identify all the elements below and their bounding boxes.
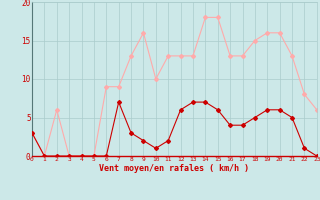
X-axis label: Vent moyen/en rafales ( km/h ): Vent moyen/en rafales ( km/h ): [100, 164, 249, 173]
